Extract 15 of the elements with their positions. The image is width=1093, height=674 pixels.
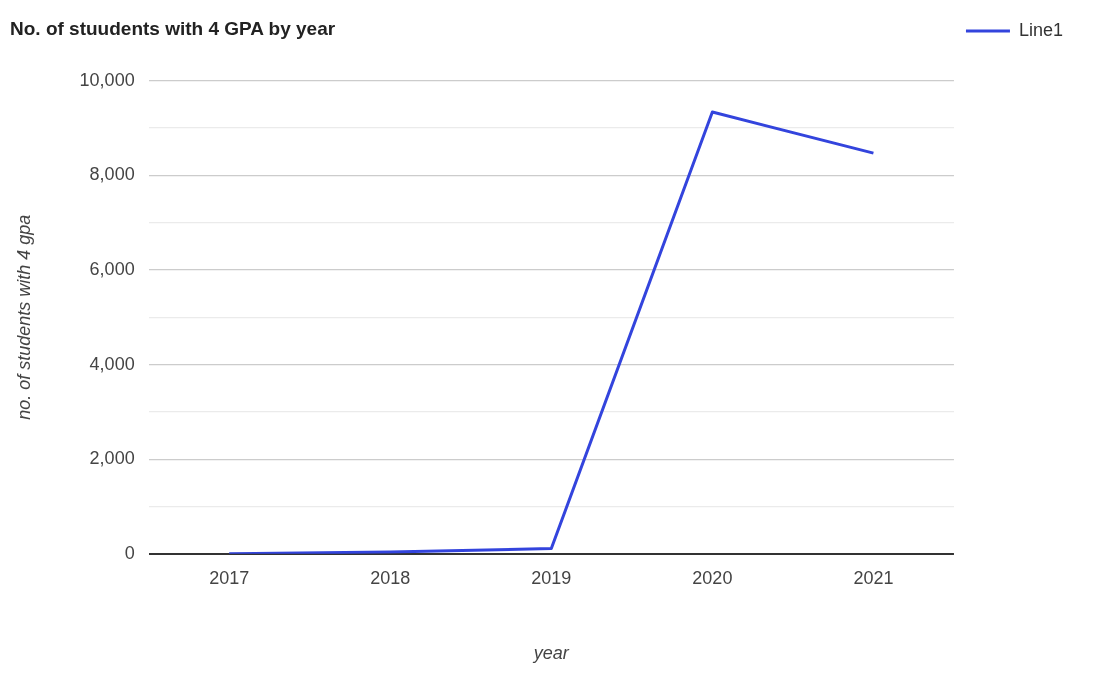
chart-title: No. of stuudents with 4 GPA by year [10,17,336,39]
x-tick-label: 2021 [853,567,894,588]
y-tick-label: 4,000 [89,353,135,374]
x-axis-title: year [531,643,570,664]
y-tick-label: 6,000 [89,258,135,279]
y-tick-label: 10,000 [79,69,135,90]
legend-label: Line1 [1018,19,1063,40]
y-tick-label: 2,000 [89,448,135,469]
x-tick-label: 2018 [370,567,411,588]
x-tick-label: 2020 [692,567,733,588]
x-tick-label: 2019 [531,567,572,588]
y-tick-label: 0 [124,542,135,563]
x-tick-label: 2017 [209,567,250,588]
y-tick-label: 8,000 [89,164,135,185]
y-axis-title: no. of students with 4 gpa [13,214,34,420]
